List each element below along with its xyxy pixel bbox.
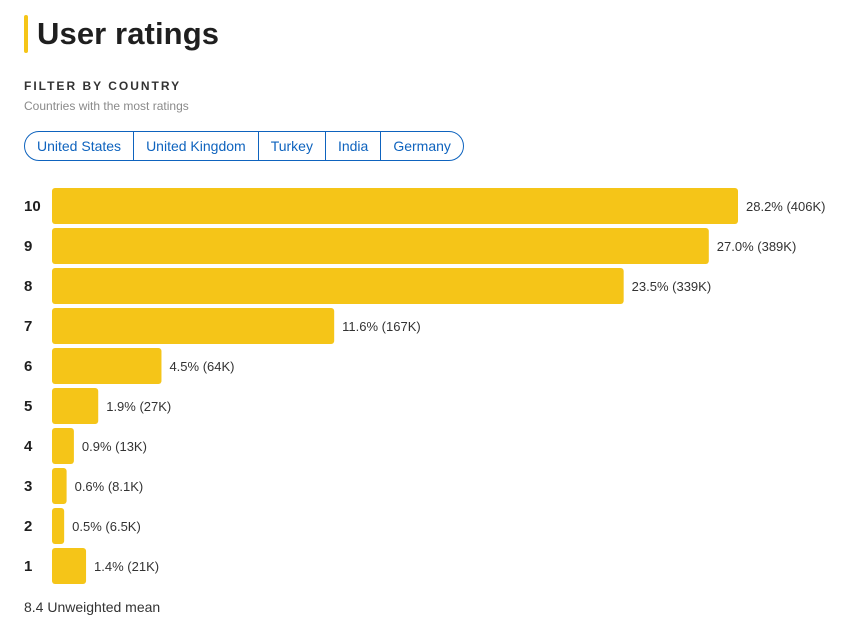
country-chip-india[interactable]: India bbox=[326, 132, 382, 160]
country-filter-group: United States United Kingdom Turkey Indi… bbox=[24, 131, 464, 161]
rating-label-6: 6 bbox=[24, 358, 32, 375]
rating-label-4: 4 bbox=[24, 438, 33, 455]
rating-label-9: 9 bbox=[24, 238, 32, 255]
page-title: User ratings bbox=[37, 16, 220, 51]
rating-bar-8[interactable] bbox=[52, 268, 624, 304]
rating-value-label-8: 23.5% (339K) bbox=[632, 279, 712, 294]
rating-label-1: 1 bbox=[24, 558, 32, 575]
rating-bar-4[interactable] bbox=[52, 428, 74, 464]
rating-bar-6[interactable] bbox=[52, 348, 162, 384]
country-chip-united-kingdom[interactable]: United Kingdom bbox=[134, 132, 259, 160]
rating-label-10: 10 bbox=[24, 198, 41, 215]
title-accent-bar bbox=[24, 15, 28, 53]
rating-bar-3[interactable] bbox=[52, 468, 67, 504]
rating-value-label-6: 4.5% (64K) bbox=[169, 359, 234, 374]
rating-value-label-1: 1.4% (21K) bbox=[94, 559, 159, 574]
rating-value-label-4: 0.9% (13K) bbox=[82, 439, 147, 454]
rating-value-label-7: 11.6% (167K) bbox=[342, 319, 421, 334]
rating-bar-2[interactable] bbox=[52, 508, 65, 544]
rating-label-7: 7 bbox=[24, 318, 32, 335]
country-chip-germany[interactable]: Germany bbox=[393, 138, 451, 154]
rating-bar-10[interactable] bbox=[52, 188, 738, 224]
rating-bar-5[interactable] bbox=[52, 388, 99, 424]
rating-bar-7[interactable] bbox=[52, 308, 335, 344]
rating-value-label-3: 0.6% (8.1K) bbox=[75, 479, 144, 494]
rating-label-3: 3 bbox=[24, 478, 32, 495]
filter-subheading: Countries with the most ratings bbox=[24, 99, 189, 113]
rating-bar-1[interactable] bbox=[52, 548, 87, 584]
rating-label-2: 2 bbox=[24, 518, 32, 535]
rating-label-8: 8 bbox=[24, 278, 32, 295]
unweighted-mean: 8.4 Unweighted mean bbox=[24, 599, 161, 615]
rating-value-label-10: 28.2% (406K) bbox=[746, 199, 826, 214]
header: User ratings bbox=[24, 14, 219, 54]
rating-label-5: 5 bbox=[24, 398, 32, 415]
rating-value-label-5: 1.9% (27K) bbox=[106, 399, 171, 414]
rating-value-label-2: 0.5% (6.5K) bbox=[72, 519, 141, 534]
filter-heading: FILTER BY COUNTRY bbox=[24, 79, 182, 93]
ratings-bar-chart: 10 28.2% (406K) 9 27.0% (389K) 8 23.5% (339K)… bbox=[24, 188, 826, 584]
rating-bar-9[interactable] bbox=[52, 228, 709, 264]
rating-value-label-9: 27.0% (389K) bbox=[717, 239, 797, 254]
country-chip-united-states[interactable]: United States bbox=[25, 132, 135, 160]
country-chip-turkey[interactable]: Turkey bbox=[259, 132, 326, 160]
